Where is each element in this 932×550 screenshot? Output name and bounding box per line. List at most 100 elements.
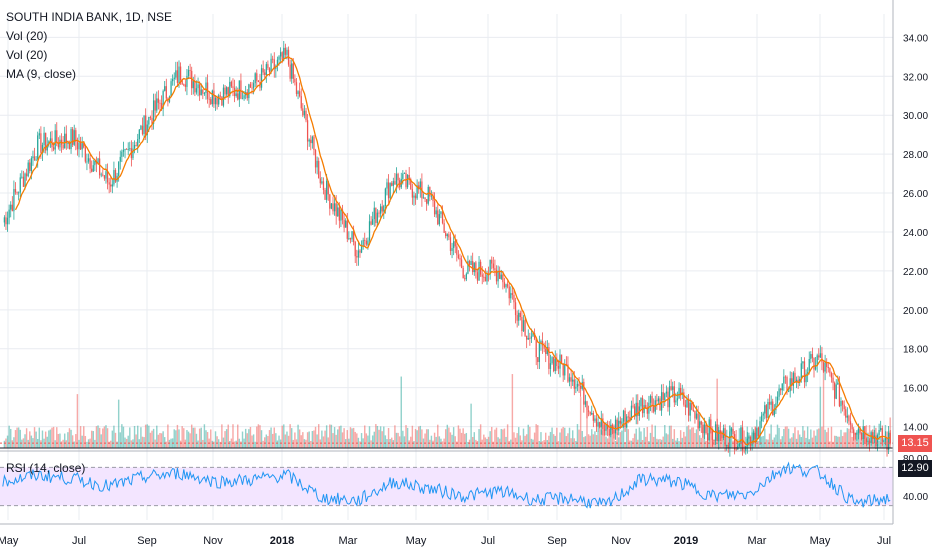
candle-body (726, 445, 728, 447)
volume-bar (635, 428, 637, 448)
candle-body (778, 388, 780, 397)
candle-body (45, 132, 47, 151)
candle-body (757, 427, 760, 437)
volume-bar (462, 428, 464, 448)
ma-legend[interactable]: MA (9, close) (6, 67, 77, 81)
candle-body (675, 400, 677, 403)
candle-body (743, 450, 745, 452)
candle-body (581, 381, 583, 389)
rsi-band (0, 467, 893, 506)
volume-bar (535, 424, 537, 448)
volume-bar (768, 433, 771, 448)
volume-bar (821, 426, 823, 448)
candle-body (138, 129, 140, 140)
candle-body (335, 203, 337, 217)
volume-bar (394, 425, 396, 448)
volume-bar (133, 425, 136, 448)
candle-body (411, 189, 414, 198)
candle-body (622, 410, 625, 422)
candle-body (383, 205, 385, 212)
volume-bar (619, 432, 622, 448)
candle-body (710, 419, 712, 430)
candle-body (814, 365, 817, 370)
candle-body (824, 362, 826, 372)
candle-body (711, 429, 714, 440)
candle-body (108, 182, 110, 185)
volume-bar (600, 429, 602, 448)
candle-body (451, 248, 453, 251)
volume-bar (598, 425, 601, 448)
volume-legend-1[interactable]: Vol (20) (6, 29, 48, 43)
volume-bar (448, 427, 450, 448)
candle-body (762, 413, 764, 416)
candle-body (49, 138, 52, 142)
rsi-legend[interactable]: RSI (14, close) (6, 461, 86, 475)
candle-body (594, 418, 596, 421)
volume-bar (778, 427, 780, 448)
candle-body (318, 160, 320, 179)
volume-bar (786, 426, 788, 448)
volume-bar (425, 429, 428, 448)
volume-bar (405, 425, 407, 448)
x-tick-label: Sep (547, 535, 567, 547)
volume-bar (684, 436, 687, 448)
volume-bar (351, 428, 353, 448)
volume-bar (645, 436, 647, 448)
volume-bar (162, 431, 164, 448)
volume-bar (487, 436, 490, 448)
candle-body (254, 73, 256, 84)
volume-bar (794, 427, 796, 448)
candle-body (41, 145, 44, 153)
volume-bar (70, 429, 72, 448)
volume-bar (452, 427, 455, 448)
volume-bar (799, 434, 801, 448)
volume-legend-2[interactable]: Vol (20) (6, 48, 48, 62)
candle-body (286, 49, 288, 55)
candle-body (179, 66, 182, 81)
candle-body (834, 382, 836, 399)
candle-body (472, 260, 474, 273)
candle-body (356, 256, 358, 258)
candle-body (489, 259, 491, 275)
volume-bar (271, 433, 274, 448)
candle-body (300, 96, 302, 109)
volume-bar (100, 434, 102, 448)
x-tick-label: Jul (877, 535, 891, 547)
candle-body (118, 161, 120, 176)
candle-body (32, 156, 34, 159)
volume-bar (329, 424, 331, 448)
candle-body (427, 186, 429, 204)
candle-body (43, 132, 45, 146)
volume-bar (275, 433, 277, 448)
volume-bar (589, 435, 591, 448)
volume-bar (527, 424, 529, 448)
x-tick-label: May (810, 535, 831, 547)
symbol-title[interactable]: SOUTH INDIA BANK, 1D, NSE (6, 10, 173, 24)
candle-body (83, 143, 85, 148)
volume-bar (24, 434, 26, 448)
volume-bar (689, 429, 691, 448)
volume-bar (403, 436, 406, 448)
candle-body (364, 239, 366, 241)
candle-body (875, 435, 877, 447)
volume-bar (252, 434, 255, 448)
volume-bar (194, 427, 196, 448)
candle-body (884, 437, 887, 441)
volume-bar (451, 434, 453, 448)
candle-body (883, 440, 885, 442)
candle-body (540, 340, 542, 344)
volume-bar (175, 430, 177, 448)
candle-body (299, 91, 301, 97)
candle-body (499, 271, 501, 279)
volume-bar (198, 428, 201, 448)
volume-bar (311, 431, 314, 448)
candle-body (192, 81, 194, 89)
candle-body (789, 378, 791, 392)
candle-body (562, 363, 564, 376)
candle-body (514, 302, 517, 316)
volume-bar (159, 432, 161, 448)
candle-body (221, 96, 223, 106)
candle-body (441, 211, 444, 224)
volume-bar (492, 441, 495, 448)
